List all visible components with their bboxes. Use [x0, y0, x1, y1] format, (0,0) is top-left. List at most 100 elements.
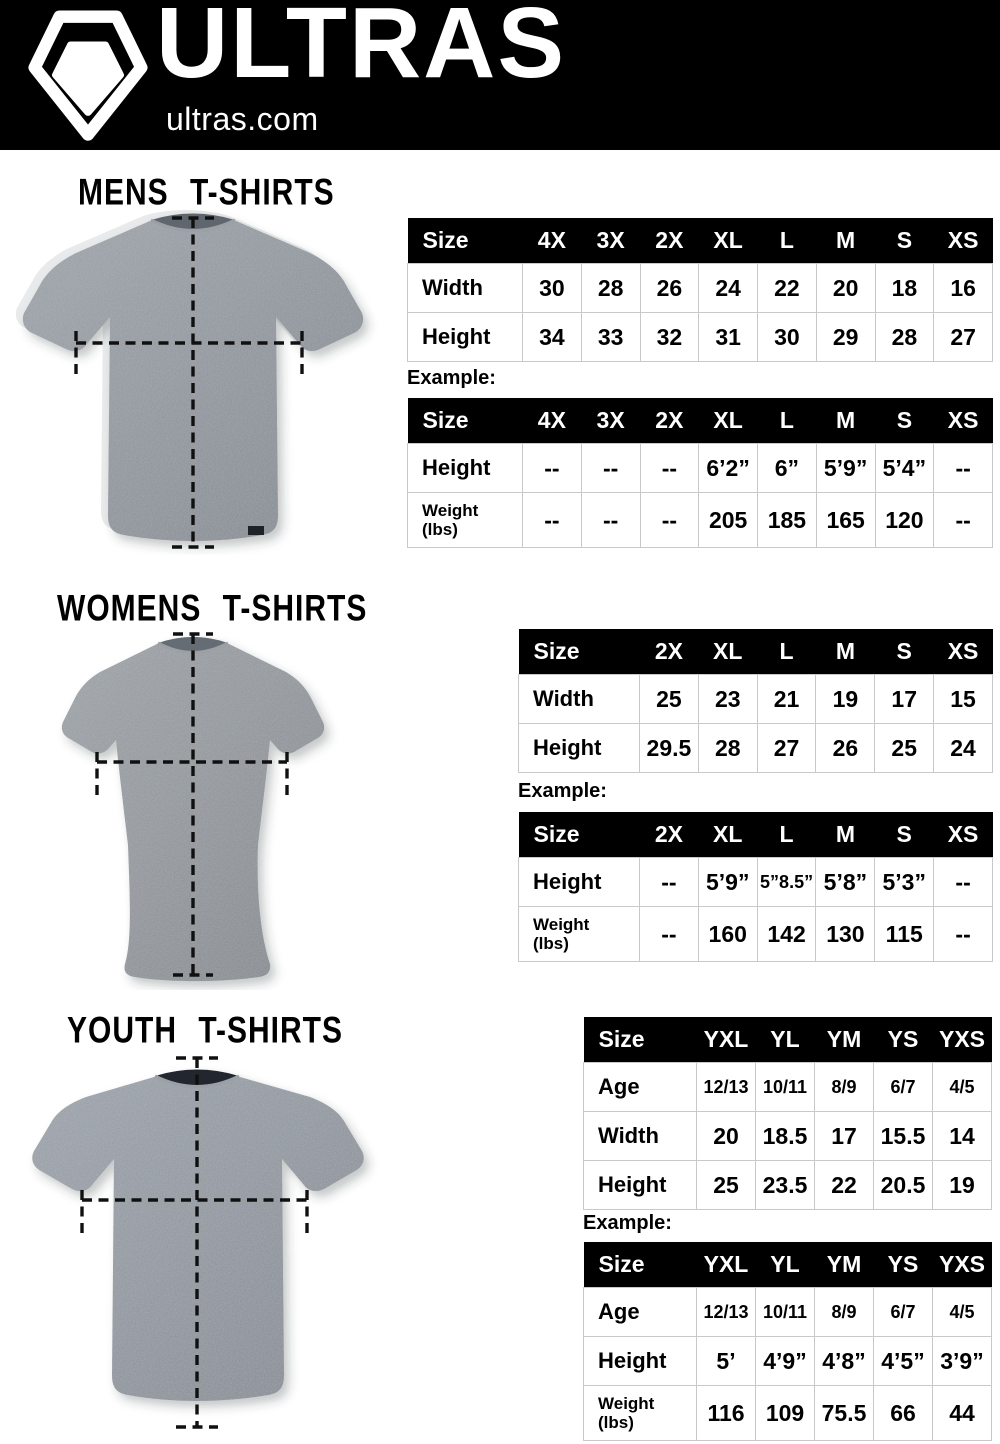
column-header: XL: [698, 218, 758, 264]
column-header: M: [816, 218, 875, 264]
row-label: Width: [518, 674, 640, 724]
row-label: Width: [583, 1111, 697, 1161]
cell-value: --: [580, 443, 641, 493]
mens-section-title: MENS T-SHIRTS: [78, 172, 335, 214]
cell-value: 33: [580, 312, 641, 362]
column-header: XS: [933, 629, 993, 675]
womens-section-title: WOMENS T-SHIRTS: [57, 588, 368, 630]
mens-size-table: Size 4X 3X 2X XL L M S XS Width 30 28 26 24 22 20 18 16 He…: [407, 218, 993, 362]
row-label: Height: [583, 1160, 697, 1210]
cell-value: 31: [698, 312, 758, 362]
column-header: L: [757, 812, 816, 858]
cell-value: 20: [696, 1111, 756, 1161]
size-column-header: Size: [583, 1017, 697, 1063]
column-header: YL: [755, 1017, 815, 1063]
cell-value: --: [639, 492, 700, 548]
cell-value: 12/13: [696, 1062, 756, 1112]
cell-value: 5”8.5”: [756, 857, 817, 907]
womens-size-table: Size 2X XL L M S XS Width 25 23 21 19 17 15 Height 29.5…: [518, 629, 993, 773]
cell-value: 165: [815, 492, 876, 548]
cell-value: 8/9: [814, 1062, 874, 1112]
cell-value: 4’8”: [814, 1336, 874, 1386]
row-label: Age: [583, 1062, 697, 1112]
measurement-lines: [74, 216, 304, 549]
size-column-header: Size: [583, 1242, 697, 1288]
size-table: Size YXL YL YM YS YXS Age 12/13 10/11 8/9 6/7 4/5 Wi…: [583, 1017, 992, 1210]
brand-domain: ultras.com: [166, 101, 319, 137]
cell-value: 26: [639, 263, 700, 313]
cell-value: 15.5: [873, 1111, 933, 1161]
column-header: XL: [698, 812, 758, 858]
column-header: 2X: [639, 629, 699, 675]
cell-value: --: [580, 492, 641, 548]
cell-value: 120: [874, 492, 935, 548]
column-header: YL: [755, 1242, 815, 1288]
column-header: YM: [814, 1242, 874, 1288]
row-label: Weight (lbs): [583, 1385, 697, 1441]
column-header: 4X: [522, 218, 582, 264]
womens-example-table: Size 2X XL L M S XS Height -- 5’9” 5”8.5” 5’8” 5’3” -…: [518, 812, 993, 962]
cell-value: 66: [873, 1385, 933, 1441]
cell-value: --: [522, 492, 582, 548]
cell-value: 130: [815, 906, 876, 962]
size-table: Size 2X XL L M S XS Width 25 23 21 19 17 15 Height 29.5…: [518, 629, 993, 773]
cell-value: 12/13: [696, 1287, 756, 1337]
cell-value: 19: [815, 674, 876, 724]
cell-value: 18.5: [755, 1111, 815, 1161]
cell-value: --: [933, 443, 993, 493]
column-header: XL: [698, 398, 758, 444]
column-header: L: [757, 629, 816, 675]
cell-value: 10/11: [755, 1062, 815, 1112]
cell-value: 20.5: [873, 1160, 933, 1210]
row-label: Weight (lbs): [407, 492, 523, 548]
row-label: Width: [407, 263, 523, 313]
column-header: 2X: [640, 398, 699, 444]
youth-tshirt-measurement-diagram: [32, 1056, 364, 1429]
column-header: YXS: [932, 1017, 992, 1063]
cell-value: --: [522, 443, 582, 493]
cell-value: --: [639, 857, 699, 907]
cell-value: 44: [932, 1385, 992, 1441]
cell-value: 5’: [696, 1336, 756, 1386]
cell-value: --: [639, 906, 699, 962]
cell-value: 28: [874, 312, 935, 362]
column-header: S: [875, 218, 934, 264]
cell-value: 27: [933, 312, 993, 362]
column-header: 2X: [639, 812, 699, 858]
cell-value: 24: [698, 263, 758, 313]
column-header: YS: [873, 1242, 933, 1288]
cell-value: 185: [757, 492, 817, 548]
cell-value: 16: [933, 263, 993, 313]
column-header: XS: [933, 218, 993, 264]
brand-title: ULTRAS: [156, 0, 567, 99]
cell-value: 109: [755, 1385, 815, 1441]
cell-value: 14: [932, 1111, 992, 1161]
cell-value: 6/7: [873, 1062, 933, 1112]
cell-value: 5’9”: [815, 443, 876, 493]
cell-value: 17: [874, 674, 935, 724]
column-header: 3X: [581, 398, 640, 444]
cell-value: 6’2”: [698, 443, 758, 493]
youth-size-table: Size YXL YL YM YS YXS Age 12/13 10/11 8/9 6/7 4/5 Wi…: [583, 1017, 992, 1210]
cell-value: 4/5: [932, 1287, 992, 1337]
column-header: M: [816, 398, 875, 444]
column-header: YXL: [696, 1242, 756, 1288]
cell-value: 22: [814, 1160, 874, 1210]
column-header: XL: [698, 629, 758, 675]
cell-value: 34: [522, 312, 582, 362]
cell-value: 205: [698, 492, 758, 548]
row-label: Weight (lbs): [518, 906, 640, 962]
cell-value: 22: [757, 263, 817, 313]
column-header: YS: [873, 1017, 933, 1063]
cell-value: 18: [874, 263, 935, 313]
cell-value: 3’9”: [932, 1336, 992, 1386]
cell-value: 32: [639, 312, 700, 362]
cell-value: 6”: [757, 443, 817, 493]
column-header: XS: [933, 398, 993, 444]
cell-value: 15: [933, 674, 993, 724]
cell-value: 20: [815, 263, 876, 313]
column-header: 4X: [522, 398, 582, 444]
cell-value: 19: [932, 1160, 992, 1210]
cell-value: 4/5: [932, 1062, 992, 1112]
